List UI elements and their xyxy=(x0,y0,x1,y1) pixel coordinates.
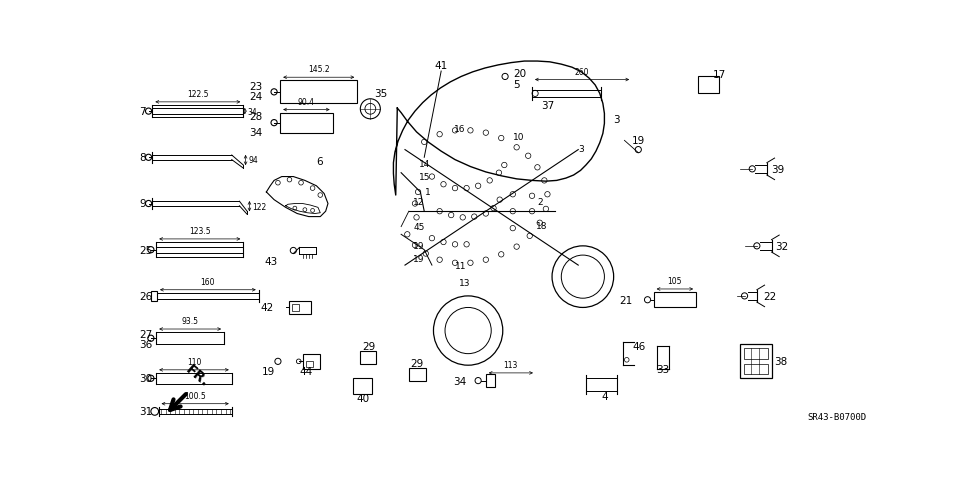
Text: 32: 32 xyxy=(776,242,788,251)
Text: 93.5: 93.5 xyxy=(182,317,198,325)
Text: 25: 25 xyxy=(139,245,153,255)
Text: 31: 31 xyxy=(139,407,153,417)
Text: 29: 29 xyxy=(363,341,375,351)
Text: 38: 38 xyxy=(775,357,788,366)
Text: FR.: FR. xyxy=(183,362,212,389)
Text: 3: 3 xyxy=(613,115,620,124)
Text: 39: 39 xyxy=(771,165,784,175)
Text: 7: 7 xyxy=(139,107,146,117)
Text: 35: 35 xyxy=(374,89,388,99)
Text: 11: 11 xyxy=(455,261,467,270)
Text: 36: 36 xyxy=(139,340,153,349)
Bar xyxy=(740,345,773,378)
Text: 33: 33 xyxy=(656,364,670,374)
Text: 90.4: 90.4 xyxy=(298,97,315,106)
Text: 8: 8 xyxy=(139,153,146,163)
Bar xyxy=(409,368,426,381)
Text: 40: 40 xyxy=(356,393,369,403)
Text: 34: 34 xyxy=(249,128,262,137)
Text: 19: 19 xyxy=(632,136,644,145)
Text: 26: 26 xyxy=(139,291,153,301)
Text: 42: 42 xyxy=(260,303,274,313)
Bar xyxy=(292,304,299,312)
Text: 15: 15 xyxy=(419,173,430,182)
Text: 34: 34 xyxy=(453,376,467,386)
Text: 21: 21 xyxy=(619,295,632,305)
Bar xyxy=(486,375,495,387)
Text: 4: 4 xyxy=(602,391,608,401)
Text: 123.5: 123.5 xyxy=(189,227,211,236)
Bar xyxy=(306,361,313,367)
Text: 46: 46 xyxy=(632,341,645,351)
Text: 37: 37 xyxy=(540,101,554,111)
Text: 94: 94 xyxy=(249,156,259,165)
Bar xyxy=(360,351,376,364)
Bar xyxy=(290,302,311,314)
Text: 19: 19 xyxy=(413,242,425,251)
Text: 19: 19 xyxy=(413,255,425,264)
Text: 100.5: 100.5 xyxy=(185,391,206,400)
Text: 6: 6 xyxy=(317,157,323,167)
Text: 122: 122 xyxy=(253,202,266,211)
Text: 22: 22 xyxy=(763,291,777,301)
Text: 27: 27 xyxy=(139,330,153,340)
Text: 12: 12 xyxy=(413,198,425,207)
Text: 113: 113 xyxy=(503,360,518,369)
Text: 160: 160 xyxy=(200,277,215,287)
Text: 10: 10 xyxy=(513,133,525,142)
Text: 20: 20 xyxy=(513,68,526,78)
Bar xyxy=(698,77,719,94)
Text: 24: 24 xyxy=(249,91,262,102)
Text: 13: 13 xyxy=(459,278,470,287)
Text: 122.5: 122.5 xyxy=(187,90,209,99)
Bar xyxy=(280,81,358,104)
Text: 30: 30 xyxy=(139,374,153,383)
Text: 2: 2 xyxy=(537,198,542,207)
Bar xyxy=(280,113,332,134)
Text: 19: 19 xyxy=(262,366,275,376)
Text: 45: 45 xyxy=(413,223,425,232)
Text: 23: 23 xyxy=(249,81,262,91)
Text: 43: 43 xyxy=(264,257,278,267)
Text: 29: 29 xyxy=(410,358,423,368)
Text: 3: 3 xyxy=(578,144,584,153)
Text: 9: 9 xyxy=(139,199,146,209)
Bar xyxy=(303,354,321,369)
Text: 41: 41 xyxy=(434,61,448,71)
Text: 16: 16 xyxy=(454,124,466,133)
Bar xyxy=(654,292,696,308)
Text: 44: 44 xyxy=(299,366,313,376)
Text: 18: 18 xyxy=(537,221,548,230)
Text: 1: 1 xyxy=(425,188,431,197)
Text: 5: 5 xyxy=(513,80,519,90)
Bar xyxy=(151,292,157,301)
Text: 14: 14 xyxy=(419,160,430,168)
Text: 28: 28 xyxy=(249,112,262,122)
Text: 34: 34 xyxy=(247,107,257,116)
Text: 260: 260 xyxy=(574,68,589,76)
Text: 105: 105 xyxy=(668,276,682,286)
Text: 145.2: 145.2 xyxy=(308,65,330,74)
Bar xyxy=(354,378,372,394)
Bar xyxy=(744,348,769,359)
Text: SR43-B0700D: SR43-B0700D xyxy=(808,412,867,422)
Text: 110: 110 xyxy=(187,357,201,366)
Bar xyxy=(744,364,769,375)
Text: 17: 17 xyxy=(713,70,726,80)
